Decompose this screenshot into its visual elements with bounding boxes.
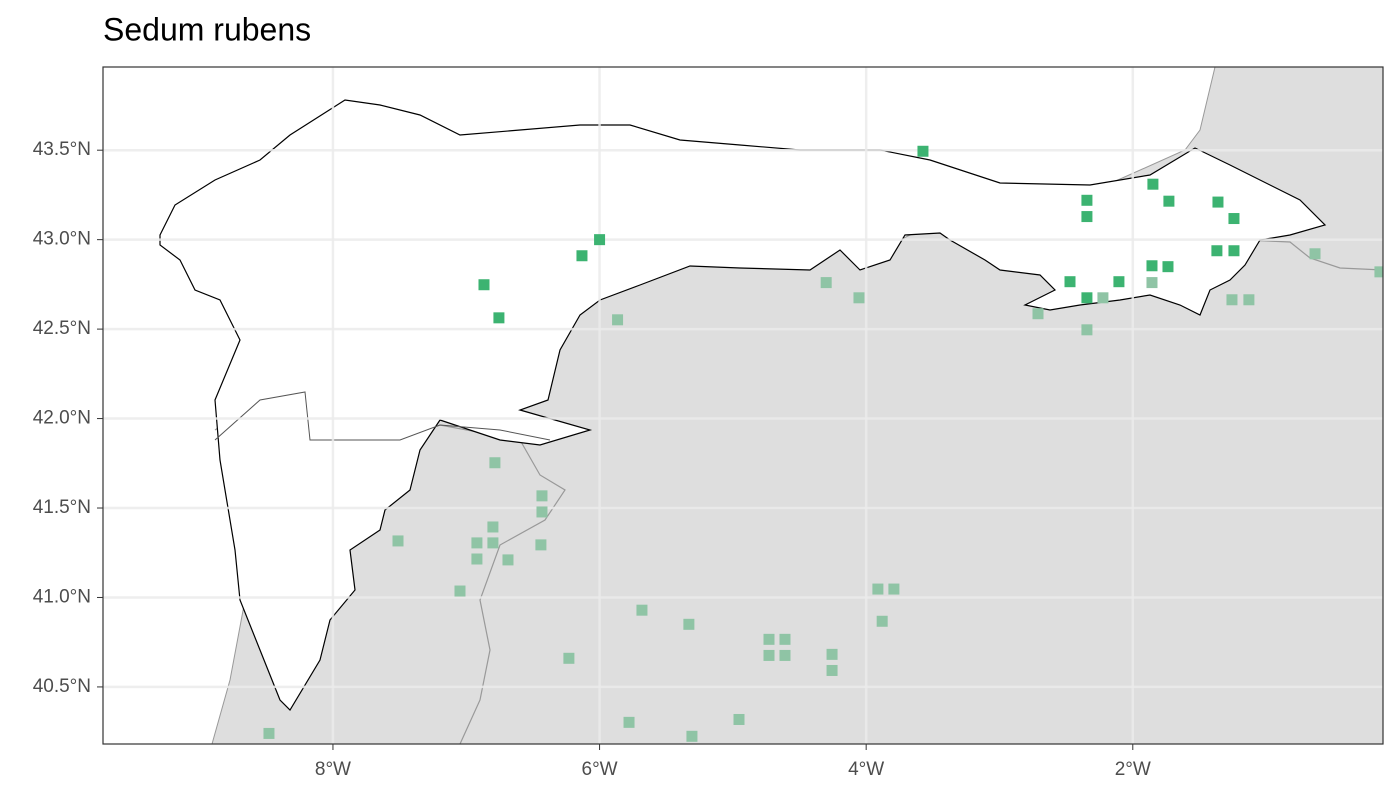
point xyxy=(763,633,775,645)
point xyxy=(1081,324,1093,336)
point xyxy=(535,539,547,551)
point xyxy=(612,314,624,326)
point xyxy=(1228,213,1240,225)
point xyxy=(623,716,635,728)
point xyxy=(872,583,884,595)
point xyxy=(763,649,775,661)
point xyxy=(1064,276,1076,288)
point xyxy=(779,633,791,645)
x-tick-label: 6°W xyxy=(582,759,618,780)
point xyxy=(563,652,575,664)
point xyxy=(263,727,275,739)
point xyxy=(1146,260,1158,272)
point xyxy=(1081,211,1093,223)
y-tick-label: 42.5°N xyxy=(33,318,91,339)
grid xyxy=(103,67,1383,744)
point xyxy=(1113,276,1125,288)
point xyxy=(1081,194,1093,206)
point xyxy=(826,664,838,676)
point xyxy=(392,535,404,547)
point xyxy=(576,250,588,262)
x-tick-label: 4°W xyxy=(848,759,884,780)
map xyxy=(103,67,1383,744)
region xyxy=(159,99,1327,711)
point xyxy=(471,553,483,565)
y-tick-label: 43.5°N xyxy=(33,139,91,160)
point xyxy=(454,585,466,597)
point xyxy=(471,537,483,549)
x-tick-label: 8°W xyxy=(315,759,351,780)
point xyxy=(1374,266,1383,278)
point xyxy=(1097,292,1109,304)
point xyxy=(888,583,900,595)
point xyxy=(478,279,490,291)
points xyxy=(263,145,1383,742)
point xyxy=(1228,245,1240,257)
x-tick-label: 2°W xyxy=(1115,759,1151,780)
point xyxy=(876,615,888,627)
point xyxy=(1163,195,1175,207)
point xyxy=(536,506,548,518)
panel-border xyxy=(102,66,1384,745)
point xyxy=(683,618,695,630)
point xyxy=(733,713,745,725)
y-tick-label: 40.5°N xyxy=(33,676,91,697)
point xyxy=(493,312,505,324)
point xyxy=(489,457,501,469)
y-tick-label: 41.5°N xyxy=(33,497,91,518)
point xyxy=(1211,245,1223,257)
point xyxy=(487,537,499,549)
point xyxy=(1226,294,1238,306)
point xyxy=(1212,196,1224,208)
point xyxy=(779,649,791,661)
point xyxy=(487,521,499,533)
chart-title: Sedum rubens xyxy=(103,11,311,47)
point xyxy=(1243,294,1255,306)
point xyxy=(826,648,838,660)
point xyxy=(636,604,648,616)
point xyxy=(1147,178,1159,190)
y-tick-label: 43.0°N xyxy=(33,229,91,250)
y-tick-label: 41.0°N xyxy=(33,586,91,607)
point xyxy=(917,145,929,157)
point xyxy=(1162,261,1174,273)
point xyxy=(853,292,865,304)
point xyxy=(1081,292,1093,304)
border xyxy=(214,391,551,441)
point xyxy=(686,730,698,742)
point xyxy=(1032,308,1044,320)
point xyxy=(1146,277,1158,289)
y-tick-label: 42.0°N xyxy=(33,408,91,429)
point xyxy=(594,234,606,246)
point xyxy=(1309,248,1321,260)
point xyxy=(502,554,514,566)
point xyxy=(820,277,832,289)
point xyxy=(536,490,548,502)
